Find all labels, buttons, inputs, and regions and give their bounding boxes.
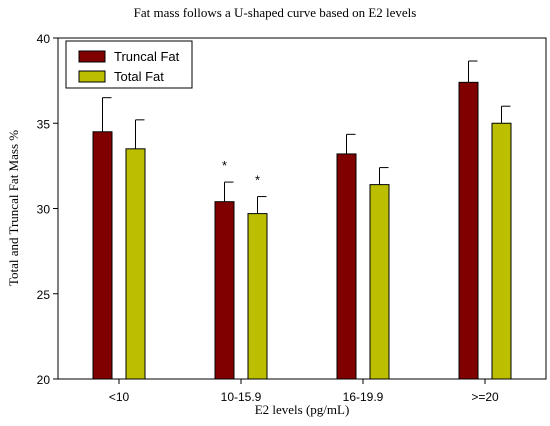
x-tick-label: 16-19.9 xyxy=(343,390,384,404)
x-axis-label: E2 levels (pg/mL) xyxy=(255,402,350,417)
legend-swatch xyxy=(78,50,106,63)
x-tick-label: >=20 xyxy=(471,390,499,404)
significance-marker: * xyxy=(255,173,260,188)
legend: Truncal Fat Total Fat xyxy=(65,40,193,89)
y-tick-label: 25 xyxy=(37,288,51,302)
chart-title: Fat mass follows a U-shaped curve based … xyxy=(134,5,417,20)
legend-swatch xyxy=(78,70,106,83)
bar-truncal-fat xyxy=(214,201,235,380)
legend-label: Truncal Fat xyxy=(114,49,180,64)
bar-total-fat xyxy=(369,184,390,380)
bar-truncal-fat xyxy=(336,153,357,380)
significance-marker: * xyxy=(222,158,227,173)
bar-truncal-fat xyxy=(92,131,113,380)
y-tick-label: 20 xyxy=(37,373,51,387)
legend-label: Total Fat xyxy=(114,69,164,84)
bar-total-fat xyxy=(125,148,146,380)
bar-total-fat xyxy=(247,213,268,380)
y-axis-label: Total and Truncal Fat Mass % xyxy=(6,130,21,286)
x-tick-label: <10 xyxy=(109,390,130,404)
y-tick-label: 40 xyxy=(37,32,51,46)
y-tick-label: 30 xyxy=(37,203,51,217)
bar-truncal-fat xyxy=(458,81,479,380)
x-tick-label: 10-15.9 xyxy=(221,390,262,404)
plot-area: 20 25 30 35 40 <10 10-15.9 16-19.9 >=20 * * xyxy=(37,32,547,404)
bar-total-fat xyxy=(491,122,512,380)
y-tick-label: 35 xyxy=(37,117,51,131)
